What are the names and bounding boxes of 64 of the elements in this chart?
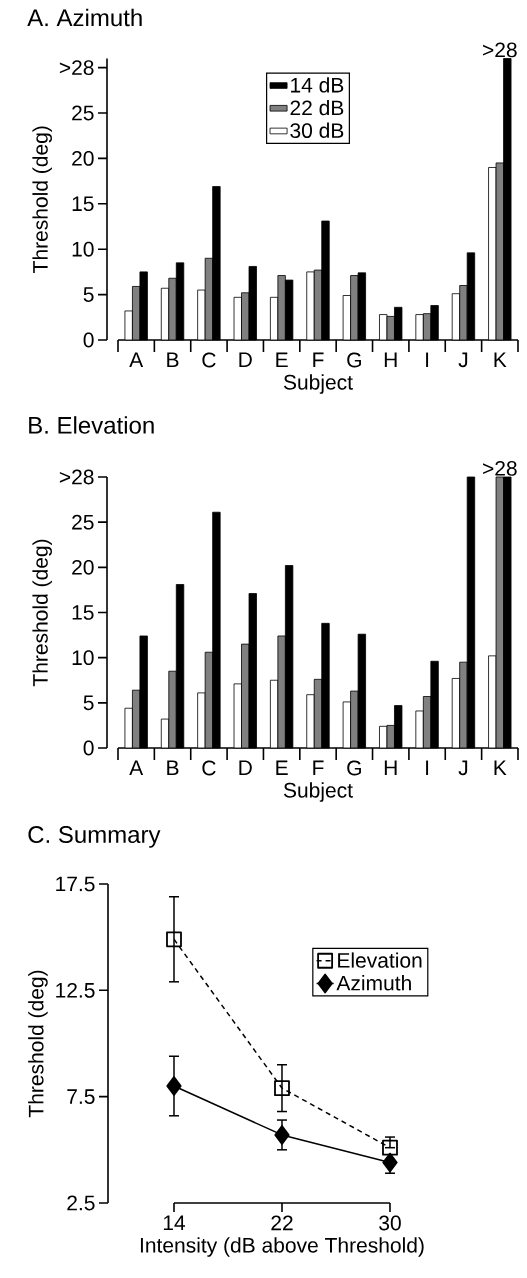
y-tick-label: 10 xyxy=(72,650,94,666)
x-tick-label: B xyxy=(167,760,179,775)
x-tick-label: F xyxy=(313,760,324,775)
annotation: >28 xyxy=(483,42,517,58)
x-tick-label: B xyxy=(167,352,179,367)
x-tick-label: H xyxy=(384,352,397,367)
y-axis-title: Threshold (deg) xyxy=(28,970,48,1118)
x-tick-label: C xyxy=(202,352,216,368)
y-tick-label: 5 xyxy=(83,695,94,711)
x-tick-label: E xyxy=(276,760,288,775)
x-tick-label: F xyxy=(313,352,324,367)
x-tick-label: E xyxy=(276,352,288,367)
legend-label: Elevation xyxy=(338,952,422,968)
y-tick-label: 17.5 xyxy=(56,876,95,892)
y-tick-label: 15 xyxy=(72,605,94,620)
y-tick-label: 0 xyxy=(83,332,94,348)
x-tick-label: A xyxy=(129,352,144,367)
y-tick-label: 2.5 xyxy=(67,1195,95,1211)
y-tick-label: >28 xyxy=(59,60,94,76)
x-tick-label: 30 xyxy=(379,1215,401,1231)
y-tick-label: 12.5 xyxy=(56,982,95,998)
chart-title: B. Elevation xyxy=(29,416,154,434)
x-tick-label: I xyxy=(426,760,429,775)
point xyxy=(274,1080,290,1097)
x-tick-label: C xyxy=(202,760,216,776)
x-tick-label: G xyxy=(347,760,361,776)
chart-title: C. Summary xyxy=(28,826,161,848)
x-tick-label: I xyxy=(426,352,429,367)
x-tick-label: D xyxy=(239,352,252,367)
x-tick-label: 22 xyxy=(271,1215,293,1231)
x-tick-label: J xyxy=(458,760,468,776)
legend-label: 30 dB xyxy=(290,122,344,139)
y-tick-label: 7.5 xyxy=(67,1089,95,1104)
x-tick-label: K xyxy=(494,352,507,367)
x-tick-label: G xyxy=(347,352,361,368)
x-tick-label: K xyxy=(494,760,507,775)
x-axis-title: Intensity (dB above Threshold) xyxy=(140,1237,424,1257)
y-tick-label: 10 xyxy=(72,241,94,257)
legend-label: Azimuth xyxy=(336,975,411,991)
x-axis-title: Subject xyxy=(283,374,353,394)
y-tick-label: 20 xyxy=(72,150,94,166)
point xyxy=(166,1076,182,1096)
x-tick-label: A xyxy=(129,760,144,775)
x-tick-label: D xyxy=(239,760,252,775)
y-tick-label: 25 xyxy=(72,514,94,530)
legend-label: 14 dB xyxy=(291,77,344,93)
y-tick-label: >28 xyxy=(59,469,94,485)
chart-title: A. Azimuth xyxy=(27,8,142,27)
point xyxy=(166,931,182,948)
y-tick-label: 0 xyxy=(83,740,94,756)
annotation: >28 xyxy=(483,460,517,476)
y-axis-title: Threshold (deg) xyxy=(32,539,52,687)
point xyxy=(274,1125,290,1145)
point xyxy=(382,1139,398,1156)
x-tick-label: J xyxy=(458,352,468,368)
legend-label: 22 dB xyxy=(290,99,344,116)
x-tick-label: 14 xyxy=(163,1215,186,1230)
x-tick-label: H xyxy=(384,760,397,775)
y-tick-label: 25 xyxy=(72,105,94,121)
y-tick-label: 5 xyxy=(83,287,94,302)
y-tick-label: 20 xyxy=(72,559,94,575)
y-axis-title: Threshold (deg) xyxy=(32,126,52,273)
y-tick-label: 15 xyxy=(72,196,94,212)
x-axis-title: Subject xyxy=(283,782,353,802)
